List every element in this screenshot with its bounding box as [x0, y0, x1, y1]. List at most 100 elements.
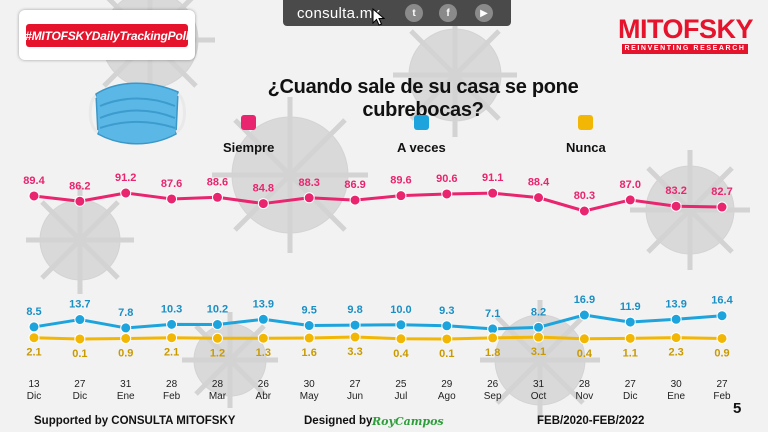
data-label-nunca: 3.3 — [347, 346, 362, 358]
x-tick-day: 13 — [28, 379, 40, 390]
data-point-nunca — [441, 333, 453, 345]
data-label-a-veces: 8.2 — [531, 306, 546, 318]
data-label-siempre: 80.3 — [574, 190, 595, 202]
data-label-a-veces: 8.5 — [26, 306, 41, 318]
x-tick-month: Sep — [484, 391, 502, 402]
legend-swatch-nunca — [578, 115, 594, 130]
legend-a-veces: A veces — [397, 115, 446, 155]
data-label-nunca: 0.9 — [714, 347, 729, 359]
data-point-a-veces — [670, 313, 682, 325]
data-label-nunca: 1.6 — [302, 347, 317, 359]
x-tick-day: 30 — [304, 379, 316, 390]
data-point-siempre — [624, 194, 636, 206]
series-line-nunca — [33, 335, 723, 341]
top-bar: consulta.mx t f ▶ — [283, 0, 511, 26]
data-point-siempre — [716, 201, 728, 213]
data-label-nunca: 0.1 — [72, 348, 87, 360]
data-point-nunca — [670, 332, 682, 344]
data-label-siempre: 86.2 — [69, 180, 90, 192]
data-label-siempre: 89.4 — [23, 175, 45, 187]
data-point-a-veces — [533, 321, 545, 333]
period-text: FEB/2020-FEB/2022 — [537, 415, 645, 427]
data-label-a-veces: 13.7 — [69, 299, 90, 311]
data-point-a-veces — [211, 319, 223, 331]
data-point-a-veces — [74, 314, 86, 326]
data-label-a-veces: 16.4 — [711, 295, 733, 307]
legend-siempre: Siempre — [223, 115, 274, 155]
data-point-siempre — [257, 198, 269, 210]
twitter-icon[interactable]: t — [405, 4, 423, 22]
x-tick-month: May — [300, 391, 319, 402]
data-point-siempre — [120, 187, 132, 199]
data-label-nunca: 2.3 — [668, 347, 683, 359]
data-label-nunca: 1.2 — [210, 347, 225, 359]
x-tick-day: 27 — [350, 379, 362, 390]
designed-by-text: Designed by — [304, 415, 373, 427]
data-point-siempre — [578, 205, 590, 217]
data-label-nunca: 1.1 — [623, 347, 638, 359]
data-label-siempre: 91.2 — [115, 172, 136, 184]
data-label-a-veces: 16.9 — [574, 294, 595, 306]
data-point-nunca — [624, 332, 636, 344]
data-point-nunca — [578, 333, 590, 345]
data-label-a-veces: 7.1 — [485, 308, 500, 320]
data-point-nunca — [74, 333, 86, 345]
chart-title: ¿Cuando sale de su casa se pone cubreboc… — [267, 76, 579, 121]
data-point-siempre — [487, 187, 499, 199]
data-label-siempre: 84.8 — [253, 183, 274, 195]
hashtag-text: #MITOFSKYDailyTrackingPoll — [25, 24, 189, 47]
legend-swatch-a-veces — [413, 115, 429, 130]
x-tick-month: Oct — [531, 391, 547, 402]
data-label-a-veces: 10.3 — [161, 303, 182, 315]
youtube-icon[interactable]: ▶ — [475, 4, 493, 22]
data-point-a-veces — [716, 310, 728, 322]
legend-swatch-siempre — [241, 115, 257, 130]
x-tick-month: Ene — [667, 391, 685, 402]
data-point-a-veces — [166, 318, 178, 330]
data-point-siempre — [211, 191, 223, 203]
supported-by-text: Supported by CONSULTA MITOFSKY — [34, 415, 236, 427]
data-label-siempre: 87.6 — [161, 178, 182, 190]
x-tick-day: 31 — [120, 379, 132, 390]
page-number: 5 — [733, 400, 742, 417]
data-label-a-veces: 10.2 — [207, 304, 228, 316]
x-tick-month: Ene — [117, 391, 135, 402]
data-label-nunca: 0.9 — [118, 347, 133, 359]
data-label-a-veces: 9.3 — [439, 305, 454, 317]
data-point-a-veces — [441, 320, 453, 332]
x-tick-day: 28 — [166, 379, 178, 390]
data-point-siempre — [533, 192, 545, 204]
x-tick-month: Abr — [256, 391, 272, 402]
data-label-nunca: 2.1 — [164, 347, 179, 359]
facebook-icon[interactable]: f — [439, 4, 457, 22]
data-point-a-veces — [624, 316, 636, 328]
x-tick-month: Dic — [27, 391, 41, 402]
data-label-a-veces: 9.5 — [302, 305, 317, 317]
data-point-a-veces — [28, 321, 40, 333]
legend-label-nunca: Nunca — [566, 140, 606, 155]
site-link[interactable]: consulta.mx — [297, 4, 381, 22]
x-tick-day: 27 — [74, 379, 86, 390]
data-point-nunca — [487, 332, 499, 344]
virus-icon — [212, 97, 368, 253]
x-tick-day: 27 — [716, 379, 728, 390]
x-tick-day: 25 — [395, 379, 407, 390]
legend-label-siempre: Siempre — [223, 140, 275, 155]
data-label-a-veces: 11.9 — [620, 301, 641, 313]
data-point-nunca — [28, 332, 40, 344]
footer: Supported by CONSULTA MITOFSKY Designed … — [0, 410, 768, 432]
x-tick-month: Mar — [209, 391, 227, 402]
logo-name: MITOFSKY — [618, 14, 754, 44]
data-point-siempre — [441, 188, 453, 200]
x-tick-month: Ago — [438, 391, 456, 402]
data-label-siempre: 82.7 — [711, 186, 732, 198]
data-label-nunca: 1.3 — [256, 347, 271, 359]
data-label-siempre: 86.9 — [344, 179, 365, 191]
x-tick-month: Feb — [713, 391, 731, 402]
data-point-siempre — [670, 200, 682, 212]
data-point-a-veces — [487, 323, 499, 335]
cursor-icon — [372, 8, 386, 26]
data-point-a-veces — [578, 309, 590, 321]
series-line-a-veces — [33, 313, 723, 331]
